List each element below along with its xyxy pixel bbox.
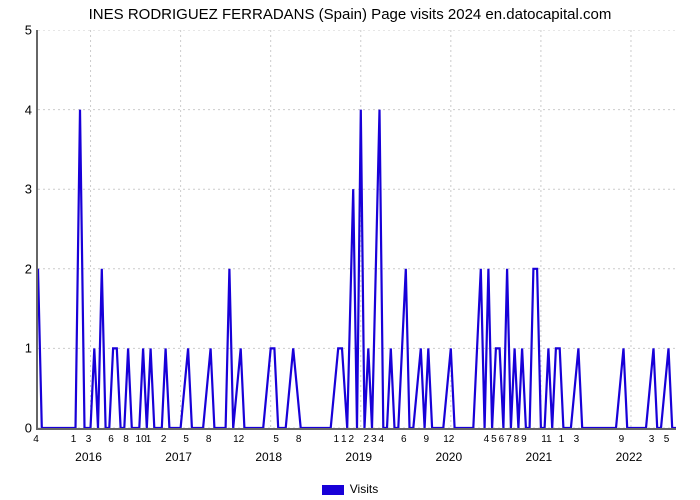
x-minor-label: 6 bbox=[401, 434, 407, 445]
y-tick-label: 3 bbox=[8, 182, 32, 197]
x-minor-label: 6 bbox=[108, 434, 114, 445]
x-minor-label: 5 bbox=[273, 434, 279, 445]
x-minor-label: 11 bbox=[541, 434, 551, 445]
legend-swatch bbox=[322, 485, 344, 495]
legend-label: Visits bbox=[350, 482, 378, 496]
x-year-label: 2018 bbox=[255, 450, 282, 464]
x-minor-label: 1 bbox=[146, 434, 152, 445]
chart-title: INES RODRIGUEZ FERRADANS (Spain) Page vi… bbox=[0, 6, 700, 23]
x-minor-label: 1 bbox=[333, 434, 339, 445]
x-minor-label: 3 bbox=[86, 434, 92, 445]
x-minor-label: 5 bbox=[664, 434, 670, 445]
x-minor-label: 9 bbox=[619, 434, 625, 445]
x-minor-label: 8 bbox=[296, 434, 302, 445]
plot-area bbox=[36, 30, 676, 430]
x-minor-label: 8 bbox=[514, 434, 520, 445]
x-minor-label: 7 bbox=[506, 434, 512, 445]
x-minor-label: 3 bbox=[371, 434, 377, 445]
x-minor-label: 5 bbox=[491, 434, 497, 445]
x-year-label: 2019 bbox=[345, 450, 372, 464]
line-chart: INES RODRIGUEZ FERRADANS (Spain) Page vi… bbox=[0, 0, 700, 500]
x-minor-label: 1 bbox=[341, 434, 347, 445]
x-year-label: 2022 bbox=[616, 450, 643, 464]
y-tick-label: 2 bbox=[8, 261, 32, 276]
x-minor-label: 4 bbox=[33, 434, 39, 445]
x-minor-label: 1 bbox=[559, 434, 565, 445]
x-minor-label: 3 bbox=[649, 434, 655, 445]
x-year-label: 2021 bbox=[526, 450, 553, 464]
x-minor-label: 1 bbox=[71, 434, 77, 445]
x-year-label: 2017 bbox=[165, 450, 192, 464]
x-minor-label: 4 bbox=[484, 434, 490, 445]
x-minor-label: 3 bbox=[574, 434, 580, 445]
x-minor-label: 8 bbox=[206, 434, 212, 445]
y-tick-label: 0 bbox=[8, 421, 32, 436]
x-minor-label: 6 bbox=[499, 434, 505, 445]
legend: Visits bbox=[0, 482, 700, 496]
y-tick-label: 5 bbox=[8, 23, 32, 38]
x-year-label: 2016 bbox=[75, 450, 102, 464]
plot-svg bbox=[38, 30, 676, 428]
x-minor-label: 12 bbox=[233, 434, 244, 445]
x-minor-label: 9 bbox=[521, 434, 527, 445]
x-minor-label: 9 bbox=[424, 434, 430, 445]
x-minor-label: 12 bbox=[443, 434, 454, 445]
x-minor-label: 2 bbox=[363, 434, 369, 445]
y-tick-label: 4 bbox=[8, 102, 32, 117]
x-minor-label: 2 bbox=[348, 434, 354, 445]
x-axis-ticks: 4136810125812581122346912456789111393520… bbox=[36, 432, 676, 472]
x-minor-label: 4 bbox=[378, 434, 384, 445]
x-minor-label: 8 bbox=[123, 434, 129, 445]
y-tick-label: 1 bbox=[8, 341, 32, 356]
x-year-label: 2020 bbox=[435, 450, 462, 464]
x-minor-label: 5 bbox=[183, 434, 189, 445]
x-minor-label: 2 bbox=[161, 434, 167, 445]
